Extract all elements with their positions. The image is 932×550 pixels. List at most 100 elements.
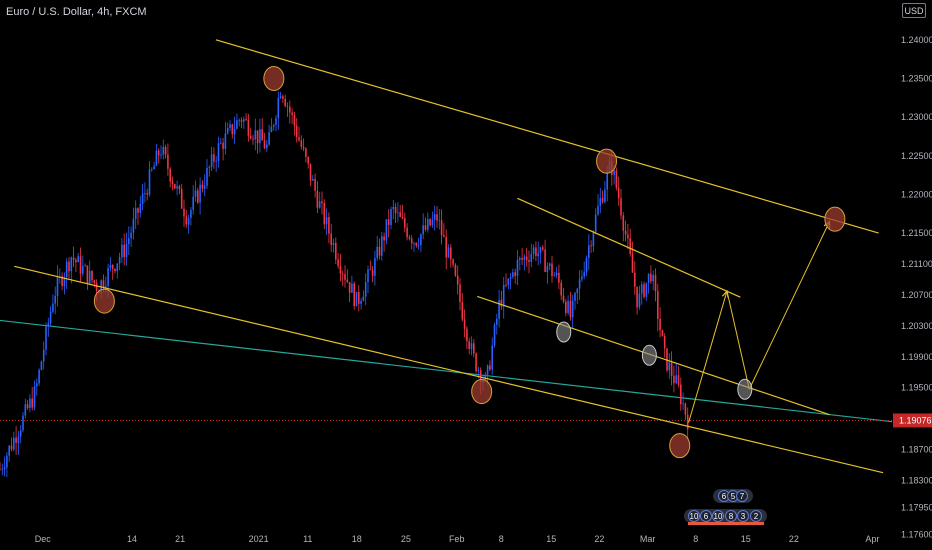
event-badge[interactable] <box>736 490 748 502</box>
candle-body <box>606 171 608 190</box>
candle-body <box>537 253 539 257</box>
trendline-upper-channel[interactable] <box>215 39 879 234</box>
candle-body <box>24 404 27 416</box>
candle-body <box>185 216 188 225</box>
candle-body <box>369 269 372 271</box>
trendline-lower-channel[interactable] <box>14 265 884 474</box>
event-badge[interactable] <box>725 510 737 522</box>
support-line[interactable] <box>0 319 893 423</box>
event-badge[interactable] <box>750 510 762 522</box>
projection-segment[interactable] <box>726 290 750 390</box>
time-axis[interactable]: Dec 14 21 2021 11 18 25 Feb 8 15 22 Mar 8 15 22 Apr <box>35 534 880 544</box>
candle-body <box>420 234 422 245</box>
candle-body <box>551 263 553 277</box>
current-price-value: 1.19076 <box>899 415 932 425</box>
event-badge[interactable] <box>688 510 700 522</box>
candle-body <box>134 208 137 219</box>
candle-body <box>167 154 169 169</box>
candle-body <box>102 280 105 288</box>
trendline-inner-upper[interactable] <box>517 197 741 298</box>
candle-body <box>397 212 399 214</box>
currency-badge[interactable]: USD <box>902 3 926 18</box>
candle-body <box>254 130 257 140</box>
candle-body <box>390 209 392 226</box>
pivot-marker-red[interactable] <box>824 206 846 232</box>
candle-body <box>385 219 388 241</box>
candle-body <box>307 156 309 164</box>
price-tick-label: 1.18700 <box>901 445 932 455</box>
candle-body <box>670 362 673 377</box>
candle-body <box>79 256 82 274</box>
pivot-marker-red[interactable] <box>263 65 285 91</box>
candle-body <box>576 288 579 294</box>
candle-body <box>15 437 17 443</box>
pivot-marker-red[interactable] <box>596 148 618 174</box>
candle-body <box>77 256 79 263</box>
candle-body <box>144 193 146 195</box>
support-line-layer <box>0 319 893 423</box>
candle-body <box>548 263 551 267</box>
candle-body <box>521 258 523 260</box>
candle-body <box>289 106 291 113</box>
candle-body <box>325 217 328 225</box>
event-badge-count: 8 <box>729 512 734 521</box>
pivot-marker-gray[interactable] <box>641 344 657 366</box>
candle-body <box>240 120 243 122</box>
candle-body <box>463 319 466 329</box>
candle-body <box>617 187 620 199</box>
candle-body <box>565 301 567 313</box>
candle-body <box>594 214 597 233</box>
event-badge[interactable] <box>700 510 712 522</box>
price-tick-label: 1.24000 <box>901 35 932 45</box>
candle-body <box>675 375 677 384</box>
candle-body <box>555 272 558 276</box>
candle-body <box>410 238 413 244</box>
candle-body <box>82 266 84 274</box>
candle-body <box>0 468 1 470</box>
event-badge-count: 6 <box>704 512 709 521</box>
projection-segment[interactable] <box>688 290 728 423</box>
candle-body <box>647 273 650 283</box>
candle-body <box>567 300 569 313</box>
candle-body <box>197 190 199 203</box>
chart-title: Euro / U.S. Dollar, 4h, FXCM <box>6 6 147 18</box>
candle-body <box>118 257 121 264</box>
event-badge[interactable] <box>737 510 749 522</box>
candle-body <box>335 242 337 260</box>
candle-body <box>6 455 8 468</box>
candle-body <box>275 118 277 125</box>
candle-body <box>210 154 213 167</box>
pivot-marker-red[interactable] <box>93 288 115 314</box>
candle-body <box>601 198 604 203</box>
candle-body <box>238 120 240 121</box>
candle-body <box>376 246 378 259</box>
pivot-marker-red[interactable] <box>471 379 493 405</box>
pivot-marker-red[interactable] <box>669 433 691 459</box>
candle-body <box>10 445 13 450</box>
pivot-marker-gray[interactable] <box>556 321 572 343</box>
candle-body <box>236 120 238 129</box>
projection-segment[interactable] <box>748 221 831 390</box>
candle-body <box>654 275 657 292</box>
event-badge-count: 3 <box>741 512 746 521</box>
candle-body <box>284 98 286 107</box>
candle-body <box>141 193 144 205</box>
price-axis[interactable]: 1.24000 1.23500 1.23000 1.22500 1.22000 1.215… <box>901 35 932 540</box>
event-badge[interactable] <box>712 510 724 522</box>
pivot-markers-layer[interactable] <box>93 65 846 459</box>
candle-body <box>259 129 261 144</box>
candle-body <box>525 256 528 261</box>
pivot-marker-gray[interactable] <box>737 378 753 400</box>
event-badge-count: 6 <box>722 492 727 501</box>
candle-body <box>461 302 464 320</box>
trendlines-layer[interactable] <box>14 39 884 474</box>
candle-body <box>661 330 664 337</box>
event-badges[interactable]: 6 5 710 6 10 8 3 2 <box>684 489 767 525</box>
candle-body <box>604 189 606 203</box>
time-tick-label: 22 <box>789 534 799 544</box>
candle-body <box>155 150 158 166</box>
candle-body <box>381 236 383 256</box>
candle-body <box>252 138 254 140</box>
candle-body <box>530 253 533 262</box>
